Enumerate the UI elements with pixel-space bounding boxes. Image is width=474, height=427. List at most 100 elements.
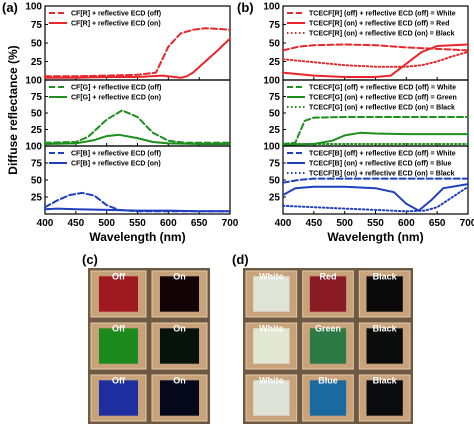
device-active-area (253, 328, 290, 364)
series-line (282, 177, 469, 184)
legend-label: TCECF[B] (on) + reflective ECD (on) = Bl… (309, 171, 455, 178)
legend-label: TCECF[R] (off) + reflective ECD (off) = … (309, 11, 456, 18)
device-active-area (309, 328, 347, 364)
legend-label: CF[G] + reflective ECD (off) (71, 85, 161, 92)
legend-label: TCECF[R] (on) + reflective ECD (on) = Bl… (309, 31, 455, 38)
y-tick-label: 75 (269, 159, 281, 170)
device-label: Green (315, 323, 341, 333)
legend-label: CF[R] + reflective ECD (on) (71, 21, 161, 28)
device-label: White (259, 323, 284, 333)
y-tick-label: 50 (269, 39, 281, 50)
x-tick-label: 700 (460, 218, 474, 229)
y-tick-label: 100 (25, 142, 42, 153)
series-line (44, 133, 231, 145)
panel-label-a: (a) (2, 0, 18, 15)
y-tick-label: 50 (31, 39, 43, 50)
legend-label: TCECF[R] (on) + reflective ECD (off) = R… (309, 21, 449, 28)
device-label: Off (112, 323, 126, 333)
device-label: Off (112, 375, 126, 385)
device-active-area (159, 276, 200, 312)
series-line (282, 185, 469, 213)
x-tick-label: 600 (160, 218, 177, 229)
y-tick-label: 75 (269, 20, 281, 31)
legend-label: TCECF[B] (on) + reflective ECD (off) = B… (309, 161, 451, 168)
panel-label-d: (d) (232, 252, 249, 267)
device-active-area (159, 380, 200, 416)
y-tick-label: 25 (269, 125, 281, 136)
series-line (44, 207, 231, 213)
device-active-area (159, 328, 200, 364)
legend-label: TCECF[G] (on) + reflective ECD (on) = Bl… (309, 105, 455, 112)
device-active-area (309, 380, 347, 416)
device-active-area (366, 276, 403, 312)
y-tick-label: 75 (31, 159, 43, 170)
device-active-area (98, 276, 139, 312)
photo-panel-d: White Red Black White Green Black White Blue Bla… (243, 268, 413, 424)
y-tick-label: 100 (25, 76, 42, 87)
y-tick-label: 100 (25, 2, 42, 13)
series-line (282, 131, 469, 146)
y-tick-label: 50 (31, 109, 43, 120)
series-line (44, 37, 231, 79)
device-active-area (366, 380, 403, 416)
x-tick-label: 400 (37, 218, 54, 229)
series-line (282, 43, 469, 78)
device-label: White (259, 271, 284, 281)
x-axis-title: Wavelength (nm) (89, 230, 185, 244)
legend-label: TCECF[B] (off) + reflective ECD (off) = … (309, 151, 456, 158)
x-tick-label: 500 (336, 218, 353, 229)
legend-label: TCECF[G] (off) + reflective ECD (off) = … (309, 85, 456, 92)
series-line (282, 183, 469, 212)
x-tick-label: 700 (222, 218, 239, 229)
y-tick-label: 75 (31, 92, 43, 103)
x-axis-title: Wavelength (nm) (327, 230, 423, 244)
legend-label: CF[R] + reflective ECD (off) (71, 11, 161, 18)
x-tick-label: 450 (67, 218, 84, 229)
device-active-area (309, 276, 347, 312)
x-tick-label: 650 (191, 218, 208, 229)
legend-label: TCECF[G] (on) + reflective ECD (off) = G… (309, 95, 457, 102)
device-label: On (173, 375, 186, 385)
y-tick-label: 100 (263, 76, 280, 87)
series-line (282, 116, 469, 145)
y-axis-title: Diffuse reflectance (%) (6, 45, 20, 174)
panel-label-b: (b) (237, 0, 254, 15)
series-line (44, 27, 231, 78)
device-active-area (253, 380, 290, 416)
x-tick-label: 550 (129, 218, 146, 229)
y-tick-label: 50 (31, 176, 43, 187)
y-tick-label: 50 (269, 109, 281, 120)
device-active-area (366, 328, 403, 364)
y-tick-label: 25 (31, 57, 43, 68)
device-label: On (173, 271, 186, 281)
device-label: White (259, 375, 284, 385)
device-label: Blue (318, 375, 338, 385)
x-tick-label: 450 (305, 218, 322, 229)
device-label: Off (112, 271, 126, 281)
series-line (44, 109, 231, 144)
x-tick-label: 600 (398, 218, 415, 229)
legend-label: CF[B] + reflective ECD (off) (71, 151, 161, 158)
y-tick-label: 25 (269, 57, 281, 68)
x-tick-label: 650 (429, 218, 446, 229)
y-tick-label: 25 (31, 125, 43, 136)
series-line (282, 50, 469, 68)
y-tick-label: 75 (269, 92, 281, 103)
device-label: Black (373, 375, 398, 385)
y-tick-label: 25 (31, 193, 43, 204)
device-label: Black (373, 323, 398, 333)
device-active-area (98, 328, 139, 364)
x-tick-label: 400 (275, 218, 292, 229)
y-tick-label: 100 (263, 142, 280, 153)
y-tick-label: 25 (269, 193, 281, 204)
photo-panel-c: Off On Off On Off On (88, 268, 210, 424)
y-tick-label: 50 (269, 176, 281, 187)
device-active-area (98, 380, 139, 416)
device-active-area (253, 276, 290, 312)
legend-label: CF[G] + reflective ECD (on) (71, 95, 161, 102)
x-tick-label: 550 (367, 218, 384, 229)
device-label: Red (319, 271, 336, 281)
x-tick-label: 500 (98, 218, 115, 229)
y-tick-label: 100 (263, 2, 280, 13)
